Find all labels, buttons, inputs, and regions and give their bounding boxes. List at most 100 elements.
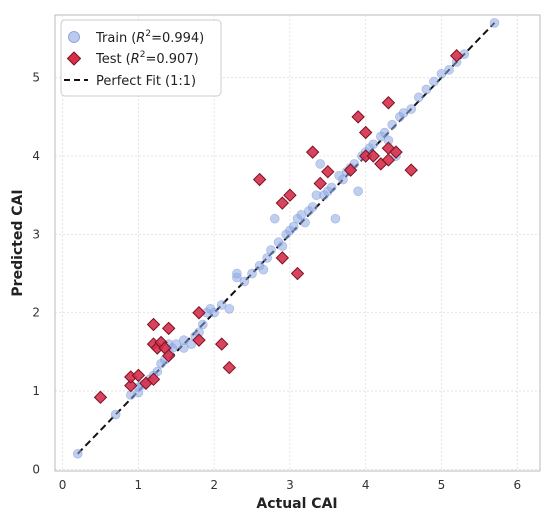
train-point — [444, 65, 454, 75]
plot-frame — [54, 14, 541, 472]
train-point — [338, 174, 348, 185]
test-point — [124, 378, 138, 393]
train-point — [224, 304, 235, 314]
train-point — [262, 253, 272, 263]
test-point — [358, 125, 373, 140]
legend-test-r2-prefix: ( — [126, 52, 131, 67]
train-point — [186, 339, 197, 349]
train-point — [330, 213, 341, 224]
y-tick-label: 3 — [32, 227, 40, 241]
x-tick-label: 6 — [513, 478, 521, 492]
legend-test-name: Test — [95, 52, 122, 67]
train-point — [379, 127, 390, 138]
legend-train-name: Train — [95, 31, 127, 46]
y-tick-label: 1 — [32, 384, 40, 398]
legend-test-marker — [66, 51, 82, 66]
train-point — [387, 119, 398, 130]
x-tick-label: 2 — [210, 478, 218, 492]
x-tick-label: 4 — [362, 478, 370, 492]
test-point — [381, 96, 396, 110]
legend-test-r2-exp: 2 — [140, 50, 146, 60]
x-tick-label: 0 — [59, 478, 67, 492]
legend-train-marker — [68, 31, 80, 43]
train-point — [398, 108, 409, 118]
x-tick-labels: 0 1 2 3 4 5 6 — [59, 478, 521, 492]
train-point — [110, 409, 121, 420]
train-point — [353, 186, 363, 197]
train-point — [277, 241, 288, 251]
test-point — [192, 306, 206, 320]
legend-test-r2-r: R — [131, 52, 140, 67]
train-point — [197, 319, 208, 330]
train-point — [300, 217, 310, 228]
test-point — [381, 153, 396, 167]
test-point — [366, 149, 380, 163]
train-point — [216, 300, 227, 310]
test-point — [313, 176, 327, 191]
y-tick-label: 4 — [32, 149, 40, 163]
train-point — [152, 366, 163, 377]
test-point — [290, 266, 305, 281]
train-point — [429, 76, 439, 87]
test-point — [275, 251, 290, 265]
test-point — [146, 372, 161, 387]
train-point — [72, 448, 83, 459]
legend: Train (R2=0.994) Test (R2=0.907) Perfect F… — [60, 19, 222, 97]
test-point — [321, 164, 335, 179]
legend-train-r2-r: R — [136, 31, 145, 46]
test-point — [343, 163, 358, 177]
test-point — [305, 145, 320, 159]
test-point — [449, 49, 464, 63]
legend-box — [60, 19, 222, 97]
train-point — [209, 307, 219, 318]
test-point — [404, 163, 418, 177]
y-tick-label: 0 — [32, 462, 40, 476]
legend-fit-label: Perfect Fit (1:1) — [96, 74, 196, 89]
y-tick-label: 2 — [32, 306, 40, 320]
test-point — [215, 337, 229, 351]
x-tick-label: 5 — [438, 478, 446, 492]
legend-test-label: Test (R2=0.907) — [95, 50, 199, 67]
train-point — [307, 202, 318, 212]
test-point — [283, 188, 297, 202]
test-point — [192, 333, 206, 347]
test-point — [161, 349, 176, 363]
train-point — [239, 276, 250, 287]
train-point — [232, 268, 242, 279]
train-point — [368, 139, 379, 150]
train-point — [421, 84, 432, 95]
legend-train-r2-close: ) — [199, 31, 204, 46]
legend-test-r2-close: ) — [194, 52, 199, 67]
x-tick-label: 3 — [286, 478, 294, 492]
test-point — [222, 360, 237, 375]
train-point — [315, 159, 326, 169]
train-point — [296, 209, 307, 220]
train-point — [258, 264, 269, 275]
test-point — [161, 321, 176, 336]
test-series — [93, 49, 464, 405]
legend-train-r2-exp: 2 — [145, 29, 151, 39]
test-point — [131, 368, 146, 383]
test-point — [351, 110, 365, 124]
train-point — [266, 245, 276, 255]
y-axis-label: Predicted CAI — [10, 189, 26, 296]
test-point — [146, 317, 161, 332]
train-point — [288, 221, 299, 232]
x-axis-label: Actual CAI — [256, 496, 337, 512]
train-point — [436, 68, 447, 79]
train-point — [269, 213, 280, 224]
test-point — [252, 172, 267, 187]
train-point — [406, 104, 416, 114]
train-point — [413, 92, 424, 103]
x-tick-label: 1 — [135, 478, 143, 492]
test-point — [275, 196, 290, 210]
train-point — [489, 18, 500, 28]
y-tick-label: 5 — [32, 71, 40, 85]
test-point — [93, 390, 108, 405]
y-tick-labels: 0 1 2 3 4 5 — [32, 71, 40, 477]
legend-train-label: Train (R2=0.994) — [95, 29, 204, 46]
test-point — [389, 145, 403, 159]
legend-train-r2-value: =0.994 — [151, 31, 199, 46]
train-point — [326, 182, 337, 193]
